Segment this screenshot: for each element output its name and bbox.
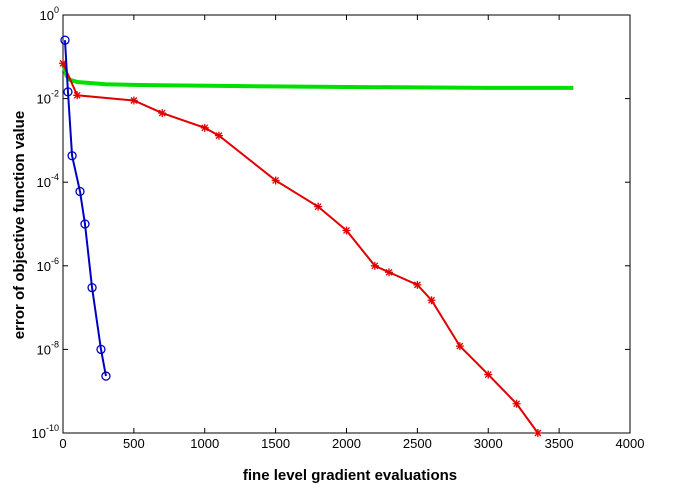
- marker: [63, 87, 73, 97]
- marker: [73, 91, 82, 100]
- x-tick-label: 2000: [332, 436, 361, 451]
- marker: [455, 342, 464, 351]
- marker: [158, 109, 167, 118]
- marker: [342, 226, 351, 235]
- marker: [101, 371, 111, 381]
- marker: [60, 35, 70, 45]
- x-tick-label: 3000: [474, 436, 503, 451]
- x-tick-label: 4000: [616, 436, 645, 451]
- marker: [370, 261, 379, 270]
- marker: [484, 370, 493, 379]
- series-line: [61, 62, 574, 90]
- marker: [59, 59, 67, 68]
- marker: [87, 283, 97, 293]
- x-tick-label: 0: [59, 436, 66, 451]
- series-line: [63, 40, 107, 377]
- plot-area: [62, 14, 631, 434]
- marker: [512, 399, 521, 408]
- x-tick-label: 2500: [403, 436, 432, 451]
- marker: [129, 96, 138, 105]
- marker: [96, 344, 106, 355]
- marker: [75, 186, 85, 197]
- y-tick-label: 10-4: [37, 172, 59, 190]
- marker: [533, 429, 542, 437]
- marker: [67, 151, 77, 161]
- x-tick-label: 1500: [261, 436, 290, 451]
- y-tick-label: 10-10: [32, 423, 59, 441]
- marker: [385, 268, 394, 277]
- marker: [413, 280, 422, 289]
- x-tick-label: 500: [123, 436, 145, 451]
- marker: [314, 202, 323, 211]
- marker: [214, 131, 223, 140]
- x-axis-label: fine level gradient evaluations: [243, 467, 457, 484]
- y-tick-label: 10-8: [37, 339, 59, 357]
- marker: [200, 123, 209, 132]
- y-tick-label: 10-2: [37, 89, 59, 107]
- x-tick-label: 3500: [545, 436, 574, 451]
- y-axis-label: error of objective function value: [11, 111, 28, 339]
- marker: [271, 176, 280, 185]
- marker: [427, 296, 436, 305]
- marker: [80, 219, 90, 229]
- y-tick-label: 10-6: [37, 256, 59, 274]
- x-tick-label: 1000: [190, 436, 219, 451]
- y-tick-label: 100: [40, 5, 59, 23]
